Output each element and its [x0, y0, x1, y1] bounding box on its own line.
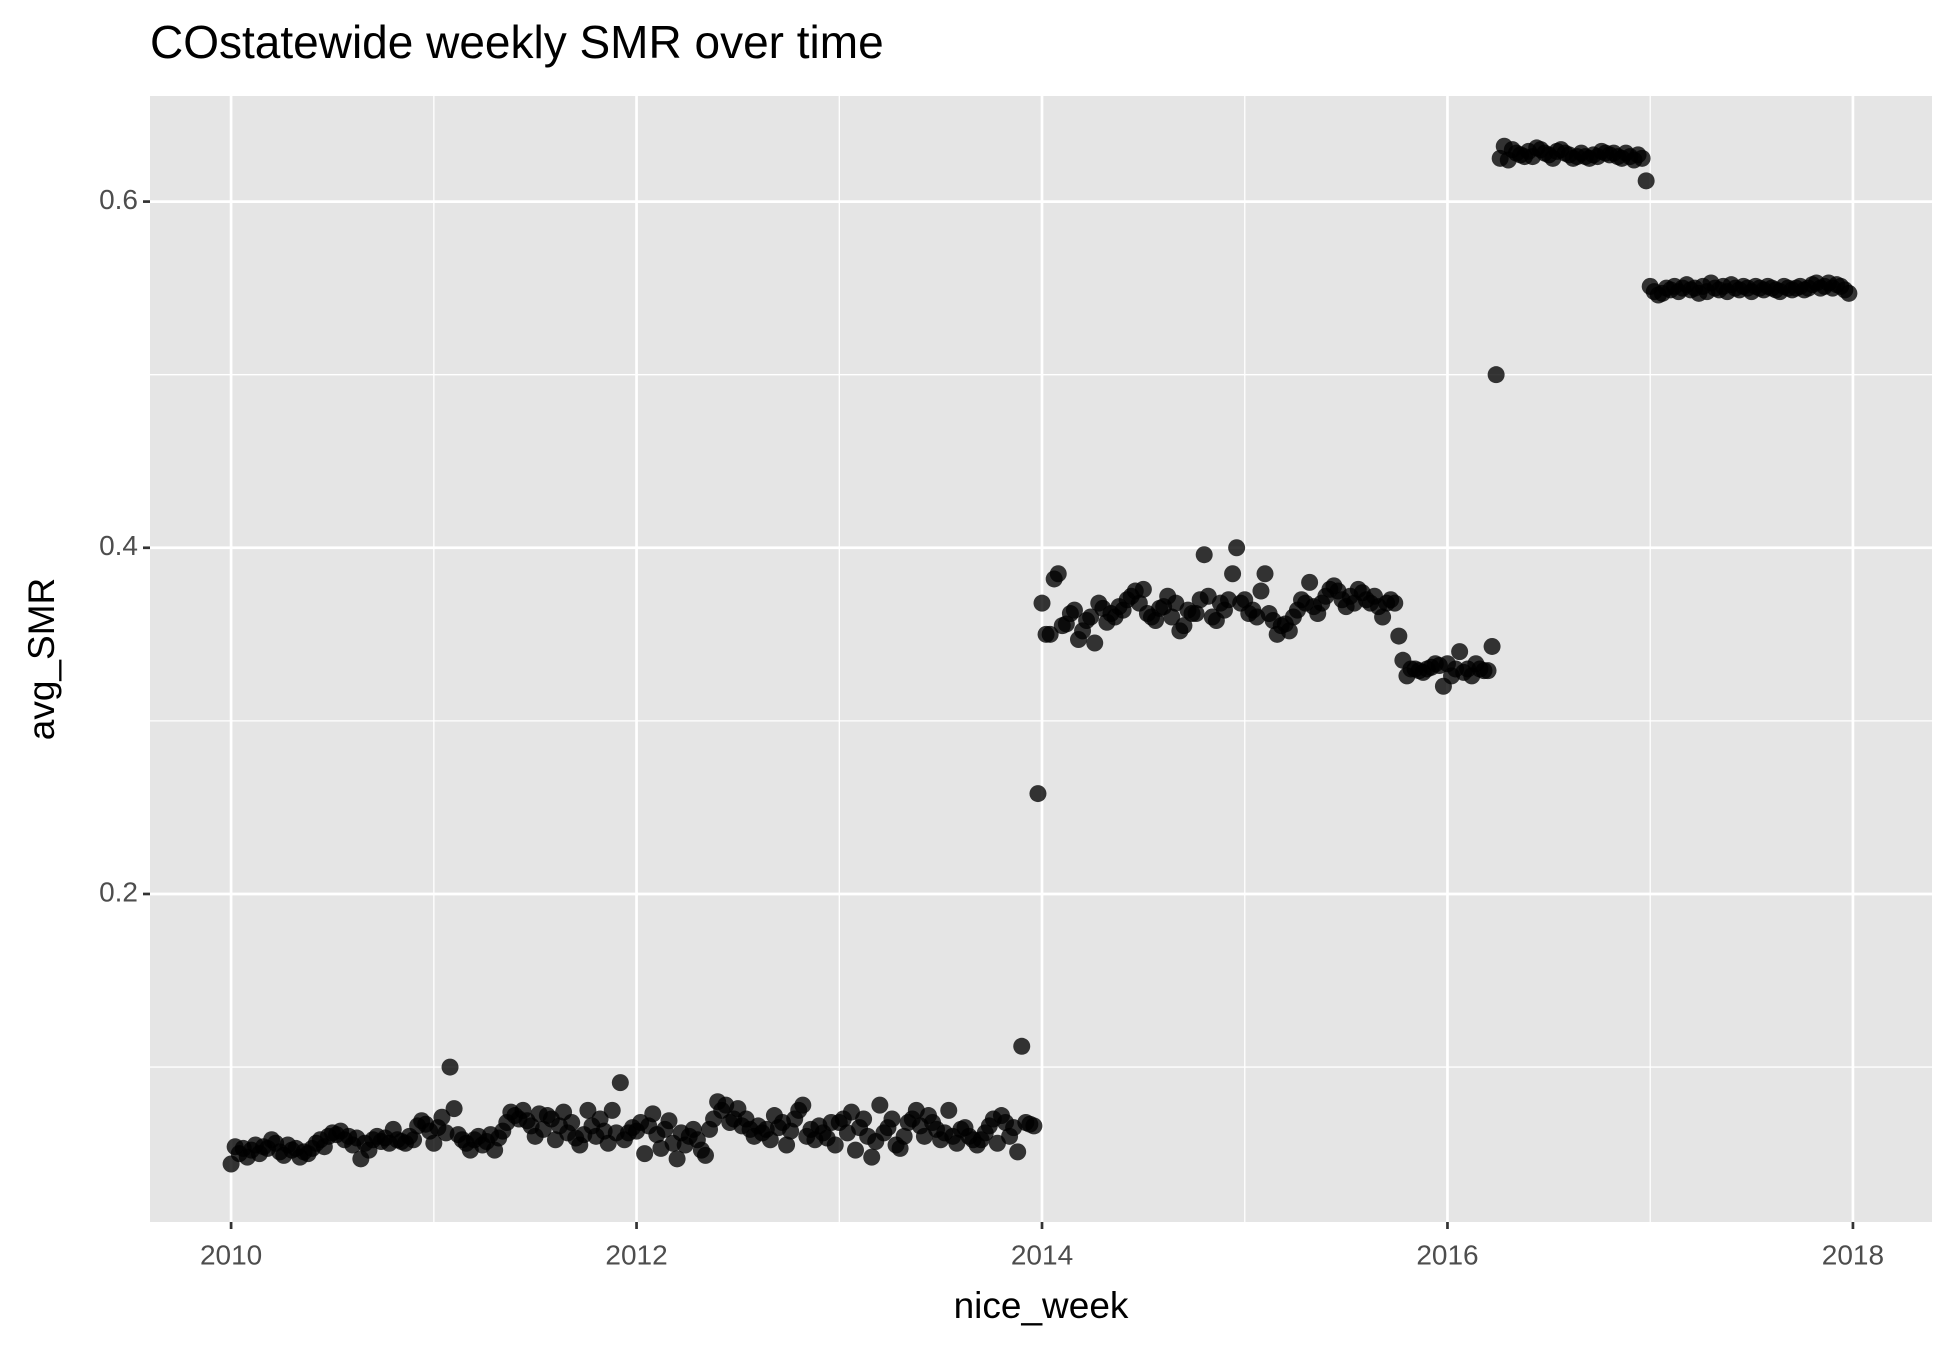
x-tick-label: 2016: [1416, 1239, 1478, 1270]
point: [1386, 594, 1404, 612]
x-tick-label: 2018: [1822, 1239, 1884, 1270]
point: [405, 1131, 423, 1149]
point: [1009, 1143, 1027, 1161]
point: [433, 1108, 451, 1126]
point: [1029, 785, 1047, 803]
point: [1487, 366, 1505, 384]
point: [940, 1101, 958, 1119]
x-tick-label: 2014: [1011, 1239, 1073, 1270]
chart-title: COstatewide weekly SMR over time: [150, 16, 884, 68]
point: [1082, 608, 1100, 626]
point: [603, 1101, 621, 1119]
y-tick-label: 0.2: [99, 876, 138, 907]
point: [1224, 565, 1242, 583]
point: [445, 1100, 463, 1118]
point: [1086, 634, 1104, 652]
point: [1195, 546, 1213, 564]
point: [1840, 284, 1858, 302]
y-tick-label: 0.4: [99, 530, 138, 561]
point: [1390, 627, 1408, 645]
point: [1134, 580, 1152, 598]
point: [1013, 1037, 1031, 1055]
point: [1025, 1117, 1043, 1135]
point: [579, 1101, 597, 1119]
x-tick-label: 2012: [605, 1239, 667, 1270]
point: [778, 1136, 796, 1154]
point: [1483, 637, 1501, 655]
point: [644, 1105, 662, 1123]
point: [668, 1150, 686, 1168]
point: [1033, 594, 1051, 612]
point: [636, 1145, 654, 1163]
point: [1637, 172, 1655, 190]
point: [1175, 617, 1193, 635]
y-axis-title: avg_SMR: [21, 578, 62, 740]
point: [696, 1146, 714, 1164]
point: [761, 1131, 779, 1149]
point: [1187, 605, 1205, 623]
point: [794, 1096, 812, 1114]
point: [1228, 539, 1246, 557]
point: [871, 1096, 889, 1114]
point: [1049, 565, 1067, 583]
point: [425, 1134, 443, 1152]
point: [1280, 622, 1298, 640]
point: [1301, 573, 1319, 591]
point: [863, 1148, 881, 1166]
point: [1252, 582, 1270, 600]
point: [855, 1110, 873, 1128]
point: [847, 1141, 865, 1159]
y-tick-label: 0.6: [99, 184, 138, 215]
point: [1163, 608, 1181, 626]
point: [1451, 643, 1469, 661]
point: [1479, 662, 1497, 680]
point: [883, 1110, 901, 1128]
point: [1256, 565, 1274, 583]
point: [660, 1112, 678, 1130]
point: [611, 1074, 629, 1092]
x-tick-label: 2010: [200, 1239, 262, 1270]
point: [826, 1136, 844, 1154]
point: [895, 1127, 913, 1145]
point: [563, 1113, 581, 1131]
point: [441, 1058, 459, 1076]
point: [1041, 625, 1059, 643]
point: [1633, 149, 1651, 167]
x-axis-title: nice_week: [954, 1285, 1129, 1326]
point: [1065, 601, 1083, 619]
point: [1374, 608, 1392, 626]
